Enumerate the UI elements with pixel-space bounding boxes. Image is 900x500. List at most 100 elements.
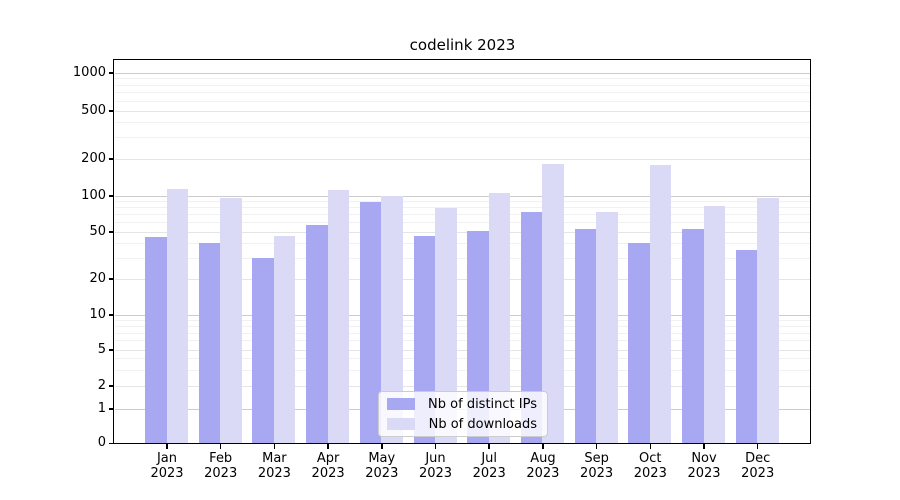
- bar-ips-aug: [520, 212, 543, 444]
- legend-swatch-downloads-icon: [387, 418, 415, 430]
- x-tick-mark: [327, 444, 329, 449]
- chart-title: codelink 2023: [409, 36, 516, 54]
- y-axis-tick-label: 2: [97, 378, 106, 393]
- y-axis-tick-label: 1000: [72, 65, 106, 80]
- bar-downloads-feb: [220, 197, 242, 444]
- x-tick-mark: [166, 444, 168, 449]
- grid-line-major: [115, 314, 810, 316]
- x-tick-mark: [434, 444, 437, 449]
- legend-item-downloads: Nb of downloads: [385, 416, 541, 432]
- bar-ips-feb: [198, 243, 221, 444]
- bar-ips-mar: [252, 258, 274, 444]
- grid-line: [115, 385, 810, 387]
- y-tick-mark: [109, 72, 114, 74]
- grid-line-minor: [115, 340, 810, 342]
- bar-ips-dec: [735, 250, 758, 444]
- x-axis-tick-label-mar: Mar 2023: [257, 451, 291, 481]
- bar-ips-may: [359, 202, 382, 444]
- bar-downloads-apr: [327, 190, 350, 444]
- x-axis-tick-label-jul: Jul 2023: [472, 451, 506, 481]
- grid-line-major: [115, 195, 810, 197]
- grid-line-minor: [115, 78, 810, 80]
- x-tick-mark: [381, 444, 383, 449]
- y-axis-tick-label: 1: [97, 401, 106, 416]
- x-axis-tick-label-jun: Jun 2023: [418, 451, 453, 481]
- y-axis-tick-label: 5: [97, 342, 106, 357]
- x-axis-tick-label-sep: Sep 2023: [580, 451, 614, 481]
- x-tick-mark: [756, 444, 759, 449]
- grid-line-minor: [115, 92, 810, 94]
- grid-line-minor: [115, 100, 810, 102]
- grid-line: [115, 110, 810, 112]
- legend-swatch-ips-icon: [387, 398, 415, 410]
- x-axis-tick-label-dec: Dec 2023: [741, 451, 775, 481]
- bar-downloads-nov: [703, 206, 725, 444]
- x-tick-mark: [595, 444, 598, 449]
- y-tick-mark: [109, 442, 114, 445]
- bar-downloads-dec: [757, 197, 779, 444]
- grid-line-minor: [115, 369, 810, 371]
- y-tick-mark: [109, 349, 114, 351]
- grid-line-major: [115, 72, 810, 74]
- grid-line-minor: [115, 207, 810, 209]
- y-tick-mark: [109, 314, 114, 316]
- grid-line: [115, 278, 810, 280]
- bar-ips-apr: [306, 225, 328, 444]
- bar-downloads-oct: [649, 164, 672, 444]
- x-axis-tick-label-jan: Jan 2023: [150, 451, 184, 481]
- grid-line-minor: [115, 84, 810, 86]
- grid-line-minor: [115, 137, 810, 139]
- grid-line-minor: [115, 122, 810, 124]
- y-tick-mark: [109, 408, 114, 410]
- bar-ips-jul: [467, 230, 489, 444]
- bar-ips-oct: [628, 243, 650, 444]
- legend-label-downloads: Nb of downloads: [428, 416, 537, 432]
- legend-label-ips: Nb of distinct IPs: [428, 396, 537, 412]
- bar-ips-nov: [682, 228, 704, 444]
- bar-downloads-jan: [166, 188, 188, 444]
- bar-downloads-sep: [596, 211, 618, 444]
- x-tick-mark: [649, 444, 652, 449]
- x-axis-tick-label-may: May 2023: [365, 451, 399, 481]
- bar-downloads-aug: [542, 164, 564, 444]
- y-tick-mark: [109, 231, 114, 233]
- x-tick-mark: [542, 444, 544, 449]
- y-tick-mark: [109, 110, 114, 112]
- legend: Nb of distinct IPs Nb of downloads: [378, 391, 548, 437]
- bar-downloads-jun: [435, 208, 457, 444]
- grid-line-minor: [115, 257, 810, 259]
- grid-line: [115, 158, 810, 160]
- grid-line-minor: [115, 325, 810, 327]
- grid-line-minor: [115, 200, 810, 202]
- bar-ips-sep: [574, 228, 597, 444]
- y-tick-mark: [109, 195, 114, 197]
- grid-line: [115, 231, 810, 233]
- grid-line-minor: [115, 332, 810, 334]
- x-tick-mark: [219, 444, 222, 449]
- bar-downloads-may: [381, 196, 403, 444]
- bar-downloads-jul: [488, 192, 511, 444]
- y-axis-tick-label: 50: [89, 224, 106, 239]
- bar-ips-jan: [145, 237, 167, 444]
- y-axis-tick-label: 500: [81, 103, 106, 118]
- y-axis-tick-label: 200: [81, 151, 106, 166]
- bar-downloads-mar: [273, 236, 296, 444]
- y-axis-tick-label: 10: [89, 307, 106, 322]
- x-axis-tick-label-nov: Nov 2023: [687, 451, 721, 481]
- grid-line-minor: [115, 358, 810, 360]
- x-tick-mark: [703, 444, 705, 449]
- x-axis-tick-label-oct: Oct 2023: [633, 451, 667, 481]
- grid-line-minor: [115, 242, 810, 244]
- grid-line-minor: [115, 222, 810, 224]
- y-axis-tick-label: 100: [81, 188, 106, 203]
- y-axis-tick-label: 20: [89, 271, 106, 286]
- y-axis-tick-label: 0: [97, 435, 106, 451]
- grid-line-minor: [115, 319, 810, 321]
- x-tick-mark: [488, 444, 490, 449]
- x-tick-mark: [273, 444, 276, 449]
- legend-item-ips: Nb of distinct IPs: [385, 396, 541, 412]
- x-axis-tick-label-feb: Feb 2023: [204, 451, 238, 481]
- grid-line-minor: [115, 214, 810, 216]
- grid-line: [115, 349, 810, 351]
